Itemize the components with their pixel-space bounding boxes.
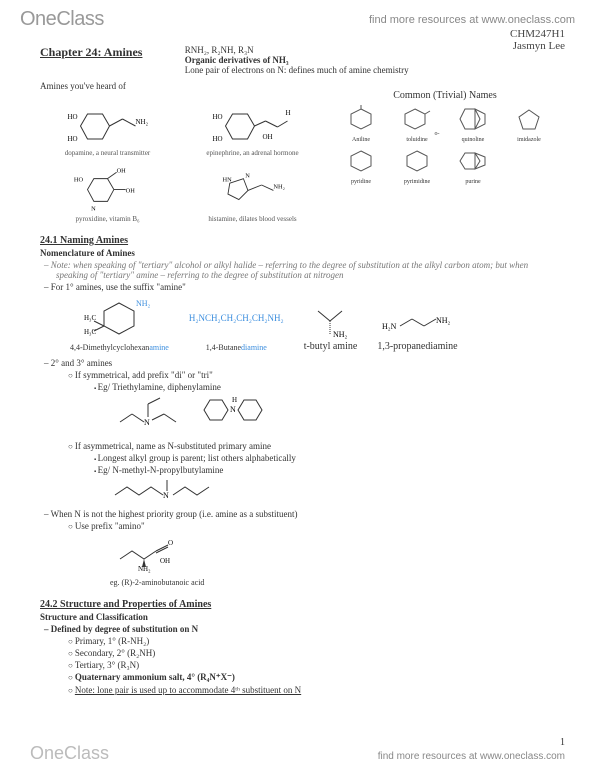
svg-text:N: N xyxy=(163,491,169,500)
page-content: Chapter 24: Amines RNH₂, R₂NH, R₃N Organ… xyxy=(0,35,595,695)
bullet-primary-amines: For 1° amines, use the suffix "amine" xyxy=(40,282,555,292)
struct-dimethylcyclohexanamine: NH₂H₃CH₃C 4,4-Dimethylcyclohexanamine xyxy=(70,298,169,352)
mol-pyridine: pyridine xyxy=(335,147,387,185)
mol-toluidine: o-toluidine xyxy=(391,105,443,143)
resources-link-bottom[interactable]: find more resources at www.oneclass.com xyxy=(378,751,565,762)
struct-row-2: N N H xyxy=(110,392,555,439)
mol-purine: purine xyxy=(447,147,499,185)
def-line-3: Lone pair of electrons on N: defines muc… xyxy=(185,65,409,75)
page-number: 1 xyxy=(560,737,565,748)
bullet-tertiary: Tertiary, 3° (R₃N) xyxy=(40,660,555,670)
svg-text:N: N xyxy=(144,418,150,427)
bullet-longest-alkyl: Longest alkyl group is parent; list othe… xyxy=(40,453,555,463)
svg-text:HO: HO xyxy=(213,135,223,143)
svg-text:OH: OH xyxy=(117,167,127,174)
bullet-eg-triethylamine: Eg/ Triethylamine, diphenylamine xyxy=(40,382,555,392)
bullet-asymmetrical: If asymmetrical, name as N-substituted p… xyxy=(40,441,555,451)
mol-imidazole: imidazole xyxy=(503,105,555,143)
author-name: Jasmyn Lee xyxy=(513,40,565,52)
mol-pyroxidine: HOOHOHN pyroxidine, vitamin B₆ xyxy=(40,165,175,223)
svg-text:O: O xyxy=(168,539,173,547)
mol-quinoline: quinoline xyxy=(447,105,499,143)
svg-text:HN: HN xyxy=(223,176,233,183)
chapter-title: Chapter 24: Amines xyxy=(40,45,142,60)
svg-text:OH: OH xyxy=(160,557,170,565)
svg-text:HO: HO xyxy=(213,113,223,121)
chapter-defs: RNH₂, R₂NH, R₃N Organic derivatives of N… xyxy=(185,45,409,75)
struct-row-1: NH₂H₃CH₃C 4,4-Dimethylcyclohexanamine H₂… xyxy=(70,298,555,352)
section-242-head: 24.2 Structure and Properties of Amines xyxy=(40,599,555,610)
section-241-head: 24.1 Naming Amines xyxy=(40,235,555,246)
svg-text:H: H xyxy=(286,109,291,117)
mol-aniline: Aniline xyxy=(335,105,387,143)
eg-aminobutanoic: eg. (R)-2-aminobutanoic acid xyxy=(110,578,555,587)
svg-text:H₃C: H₃C xyxy=(84,328,96,336)
common-names-title: Common (Trivial) Names xyxy=(335,90,555,101)
struct-butanediamine: H₂NCH₂CH₂CH₂CH₂NH₂ 1,4-Butanediamine xyxy=(189,313,284,352)
svg-text:H₂N: H₂N xyxy=(382,322,397,331)
course-tag: CHM247H1 xyxy=(510,28,565,40)
section-241-sub: Nomenclature of Amines xyxy=(40,248,555,258)
bullet-quaternary: Quaternary ammonium salt, 4° (R₄N⁺X⁻) xyxy=(40,672,555,683)
bullet-23-amines: 2° and 3° amines xyxy=(40,358,555,368)
bottom-brand-logo: OneClass xyxy=(30,743,109,764)
svg-text:NH₂: NH₂ xyxy=(136,299,151,308)
bullet-secondary: Secondary, 2° (R₂NH) xyxy=(40,648,555,658)
mol-dopamine: HOHONH₂ dopamine, a neural transmitter xyxy=(40,99,175,157)
svg-text:H: H xyxy=(232,396,237,404)
svg-text:HO: HO xyxy=(74,176,84,183)
brand-logo: OneClass xyxy=(20,8,104,31)
bullet-degree-sub: Defined by degree of substitution on N xyxy=(40,624,555,634)
svg-text:N: N xyxy=(230,405,236,414)
brand-part2: Class xyxy=(56,8,104,30)
svg-text:HO: HO xyxy=(68,135,78,143)
bullet-lone-pair-note: Note: lone pair is used up to accommodat… xyxy=(40,685,555,695)
svg-text:N: N xyxy=(245,173,250,180)
bullet-prefix-amino: Use prefix "amino" xyxy=(40,521,555,531)
svg-text:NH₂: NH₂ xyxy=(136,118,149,126)
struct-row-3: N xyxy=(110,475,555,507)
common-names-panel: Common (Trivial) Names Aniline o-toluidi… xyxy=(335,90,555,185)
mol-histamine: HNNNH₂ histamine, dilates blood vessels xyxy=(185,165,320,223)
mol-pyrimidine: pyrimidine xyxy=(391,147,443,185)
brand-part1: One xyxy=(20,8,56,30)
section-242-sub: Structure and Classification xyxy=(40,612,555,622)
struct-row-4: O OH NH₂ eg. (R)-2-aminobutanoic acid xyxy=(110,531,555,587)
bullet-primary: Primary, 1° (R-NH₂) xyxy=(40,636,555,646)
mol-epinephrine: HOHOOHH epinephrine, an adrenal hormone xyxy=(185,99,320,157)
def-line-2: Organic derivatives of NH₃ xyxy=(185,55,409,65)
svg-text:N: N xyxy=(91,205,96,212)
svg-text:NH₂: NH₂ xyxy=(436,316,451,325)
bullet-symmetrical: If symmetrical, add prefix "di" or "tri" xyxy=(40,370,555,380)
svg-text:HO: HO xyxy=(68,113,78,121)
struct-propanediamine: H₂NNH₂ 1,3-propanediamine xyxy=(377,311,457,352)
svg-text:OH: OH xyxy=(126,187,136,194)
svg-text:OH: OH xyxy=(263,133,273,141)
svg-text:H₃C: H₃C xyxy=(84,314,96,322)
struct-tbutylamine: NH₂ t-butyl amine xyxy=(304,301,358,352)
resources-link-top[interactable]: find more resources at www.oneclass.com xyxy=(369,14,575,26)
bullet-n-not-highest: When N is not the highest priority group… xyxy=(40,509,555,519)
top-bar: OneClass find more resources at www.onec… xyxy=(0,0,595,35)
svg-text:NH₂: NH₂ xyxy=(333,330,348,339)
note-tertiary: Note: when speaking of "tertiary" alcoho… xyxy=(40,260,555,280)
svg-text:NH₂: NH₂ xyxy=(273,184,284,191)
def-line-1: RNH₂, R₂NH, R₃N xyxy=(185,45,409,55)
bullet-eg-nmethyl: Eg/ N-methyl-N-propylbutylamine xyxy=(40,465,555,475)
